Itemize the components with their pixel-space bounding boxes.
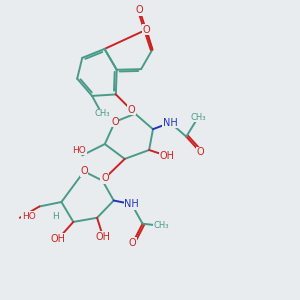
- Text: OH: OH: [51, 234, 66, 244]
- Text: NH: NH: [124, 199, 139, 209]
- Text: OH: OH: [160, 151, 175, 161]
- Text: HO: HO: [72, 146, 86, 154]
- Text: CH₃: CH₃: [190, 113, 206, 122]
- Text: OH: OH: [95, 232, 110, 242]
- Text: O: O: [111, 117, 119, 127]
- Text: HO: HO: [22, 212, 36, 221]
- Text: H: H: [52, 212, 59, 221]
- Text: CH₃: CH₃: [154, 221, 169, 230]
- Text: O: O: [142, 25, 150, 34]
- Text: O: O: [129, 238, 136, 248]
- Text: NH: NH: [163, 118, 178, 128]
- Text: O: O: [128, 105, 135, 115]
- Text: O: O: [101, 173, 109, 183]
- Text: CH₃: CH₃: [94, 109, 110, 118]
- Text: O: O: [80, 167, 88, 176]
- Text: O: O: [136, 5, 143, 15]
- Text: O: O: [197, 147, 204, 158]
